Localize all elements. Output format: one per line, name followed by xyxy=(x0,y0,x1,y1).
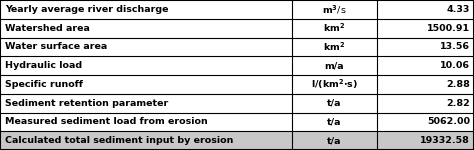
Bar xyxy=(377,131,474,150)
Text: Measured sediment load from erosion: Measured sediment load from erosion xyxy=(5,117,208,126)
Text: Hydraulic load: Hydraulic load xyxy=(5,61,82,70)
Bar xyxy=(377,112,474,131)
Bar xyxy=(292,38,377,56)
Text: $\mathbf{km^2}$: $\mathbf{km^2}$ xyxy=(323,40,346,53)
Bar xyxy=(0,75,292,94)
Bar xyxy=(377,0,474,19)
Text: Calculated total sediment input by erosion: Calculated total sediment input by erosi… xyxy=(5,136,233,145)
Text: Specific runoff: Specific runoff xyxy=(5,80,83,89)
Bar xyxy=(292,56,377,75)
Bar xyxy=(0,19,292,38)
Text: $\mathbf{m^3}$/s: $\mathbf{m^3}$/s xyxy=(322,3,346,16)
Bar xyxy=(377,75,474,94)
Bar xyxy=(377,94,474,112)
Text: 10.06: 10.06 xyxy=(440,61,470,70)
Text: 5062.00: 5062.00 xyxy=(427,117,470,126)
Bar xyxy=(292,112,377,131)
Bar xyxy=(292,94,377,112)
Text: Sediment retention parameter: Sediment retention parameter xyxy=(5,99,168,108)
Bar xyxy=(0,0,292,19)
Text: $\mathbf{l/(km^2{\cdot}s)}$: $\mathbf{l/(km^2{\cdot}s)}$ xyxy=(310,78,358,91)
Text: Watershed area: Watershed area xyxy=(5,24,90,33)
Text: 13.56: 13.56 xyxy=(440,42,470,51)
Bar xyxy=(292,75,377,94)
Bar xyxy=(0,38,292,56)
Text: 2.82: 2.82 xyxy=(447,99,470,108)
Text: Water surface area: Water surface area xyxy=(5,42,107,51)
Bar xyxy=(377,19,474,38)
Bar xyxy=(292,0,377,19)
Bar xyxy=(377,38,474,56)
Text: Yearly average river discharge: Yearly average river discharge xyxy=(5,5,168,14)
Bar xyxy=(0,56,292,75)
Text: 4.33: 4.33 xyxy=(447,5,470,14)
Text: t/a: t/a xyxy=(327,99,341,108)
Bar xyxy=(0,112,292,131)
Text: t/a: t/a xyxy=(327,117,341,126)
Text: m/a: m/a xyxy=(324,61,344,70)
Bar xyxy=(292,19,377,38)
Text: 19332.58: 19332.58 xyxy=(420,136,470,145)
Text: 2.88: 2.88 xyxy=(447,80,470,89)
Bar xyxy=(292,131,377,150)
Bar xyxy=(0,131,292,150)
Text: t/a: t/a xyxy=(327,136,341,145)
Text: $\mathbf{km^2}$: $\mathbf{km^2}$ xyxy=(323,22,346,34)
Text: 1500.91: 1500.91 xyxy=(427,24,470,33)
Bar xyxy=(377,56,474,75)
Bar xyxy=(0,94,292,112)
